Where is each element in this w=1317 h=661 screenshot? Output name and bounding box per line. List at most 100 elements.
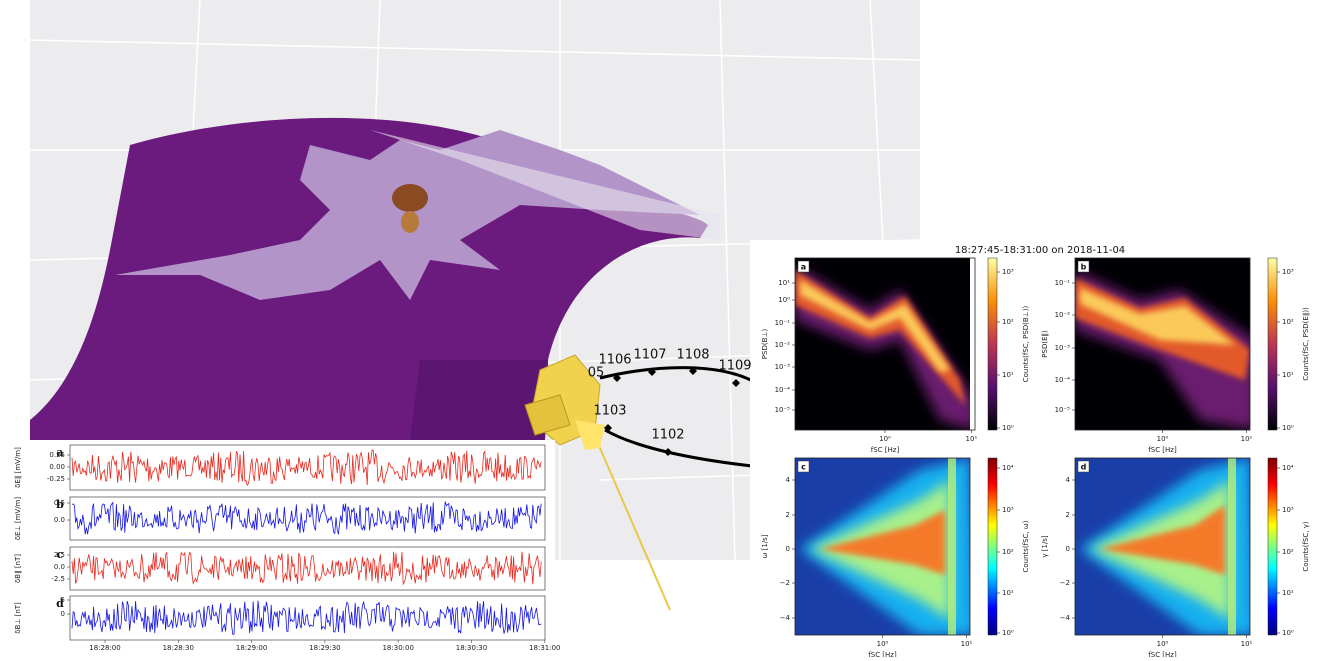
x-tick-label: 10⁰ bbox=[877, 640, 889, 648]
colorbar-tick-label: 10¹ bbox=[1282, 589, 1294, 597]
y-tick-label: 0 bbox=[1066, 545, 1070, 553]
orbit-label: 1107 bbox=[633, 348, 666, 363]
y-tick-label: −2 bbox=[1060, 579, 1070, 587]
y-tick-label: 10⁻⁴ bbox=[1055, 376, 1071, 384]
colorbar bbox=[1268, 458, 1277, 635]
y-tick-label: −2 bbox=[780, 579, 790, 587]
y-axis-label: δB∥ [nT] bbox=[14, 554, 22, 583]
y-tick-label: -0.25 bbox=[47, 475, 65, 483]
colorbar-tick-label: 10¹ bbox=[1002, 371, 1014, 379]
spectrogram-b bbox=[1075, 258, 1255, 430]
colorbar bbox=[1268, 258, 1277, 430]
y-tick-label: 0.00 bbox=[49, 463, 65, 471]
page: { "scene": { "orbit_labels": ["05", "110… bbox=[0, 0, 1317, 657]
panel-label: b bbox=[1081, 263, 1087, 272]
planet bbox=[392, 184, 428, 212]
colorbar-label: Counts(fSC, ω) bbox=[1022, 520, 1030, 572]
colorbar-tick-label: 10¹ bbox=[1002, 589, 1014, 597]
colorbar-tick-label: 10² bbox=[1002, 548, 1014, 556]
x-tick-label: 10¹ bbox=[961, 640, 973, 648]
y-axis-label: PSD(B⊥) bbox=[761, 329, 769, 360]
y-tick-label: 0 bbox=[61, 610, 65, 618]
orbit-label: 1108 bbox=[676, 348, 709, 363]
colorbar bbox=[988, 458, 997, 635]
y-tick-label: 2 bbox=[786, 511, 790, 519]
y-axis-label: ω [1/s] bbox=[761, 534, 769, 558]
colorbar-label: Counts(fSC, PSD(B⊥)) bbox=[1022, 305, 1030, 382]
y-tick-label: 0.0 bbox=[54, 516, 65, 524]
y-tick-label: 10⁻⁵ bbox=[1055, 406, 1071, 414]
spectrogram-d bbox=[1075, 458, 1255, 635]
orbit-label: 05 bbox=[588, 366, 605, 381]
colorbar-tick-label: 10⁴ bbox=[1282, 464, 1294, 472]
y-tick-label: 10⁻³ bbox=[1055, 344, 1071, 352]
y-axis-label: PSD(E∥) bbox=[1041, 330, 1049, 358]
y-tick-label: 10⁻⁴ bbox=[775, 386, 791, 394]
y-tick-label: 2 bbox=[1066, 511, 1070, 519]
colorbar-tick-label: 10⁰ bbox=[1282, 424, 1294, 432]
colorbar-tick-label: 10² bbox=[1282, 548, 1294, 556]
colorbar-tick-label: 10⁴ bbox=[1002, 464, 1014, 472]
colorbar-label: Counts(fSC, PSD(E∥)) bbox=[1302, 307, 1310, 381]
x-axis-label: fSC [Hz] bbox=[1148, 651, 1177, 657]
panel-label: d bbox=[1081, 463, 1087, 472]
orbit-label: 1103 bbox=[593, 404, 626, 419]
x-tick-label: 18:28:30 bbox=[163, 644, 194, 652]
y-tick-label: 0.25 bbox=[49, 451, 65, 459]
orbit-label: 1106 bbox=[598, 353, 631, 368]
x-axis-label: fSC [Hz] bbox=[868, 651, 897, 657]
spectra-title: 18:27:45-18:31:00 on 2018-11-04 bbox=[955, 245, 1125, 256]
orbit-label: 1109 bbox=[718, 359, 751, 374]
colorbar-tick-label: 10³ bbox=[1002, 506, 1014, 514]
y-tick-label: 10⁻² bbox=[775, 341, 791, 349]
x-tick-label: 10¹ bbox=[1241, 435, 1253, 443]
y-tick-label: 10⁻² bbox=[1055, 311, 1071, 319]
x-tick-label: 18:30:00 bbox=[382, 644, 413, 652]
planet-lower bbox=[401, 211, 419, 233]
y-axis-label: δE∥ [mV/m] bbox=[14, 447, 22, 488]
colorbar-tick-label: 10³ bbox=[1282, 506, 1294, 514]
colorbar bbox=[988, 258, 997, 430]
y-axis-label: δB⊥ [nT] bbox=[14, 602, 22, 634]
y-tick-label: 4 bbox=[786, 476, 791, 484]
colorbar-tick-label: 10¹ bbox=[1282, 371, 1294, 379]
panel-label: a bbox=[801, 263, 806, 272]
x-axis-label: fSC [Hz] bbox=[1148, 446, 1177, 454]
y-tick-label: 10⁻¹ bbox=[775, 319, 791, 327]
spectrogram-c bbox=[795, 458, 975, 635]
y-tick-label: 10⁰ bbox=[778, 296, 790, 304]
orbit-label: 1102 bbox=[651, 428, 684, 443]
x-tick-label: 18:31:00 bbox=[529, 644, 560, 652]
x-tick-label: 18:29:00 bbox=[236, 644, 267, 652]
figure: 18:27:45-18:31:00 on 2018-11-04 05110611… bbox=[0, 0, 1317, 657]
panel-label: c bbox=[801, 463, 806, 472]
y-axis-label: γ [1/s] bbox=[1041, 535, 1049, 558]
colorbar-tick-label: 10⁰ bbox=[1282, 629, 1294, 637]
colorbar-tick-label: 10⁰ bbox=[1002, 424, 1014, 432]
y-tick-label: 10⁻³ bbox=[775, 363, 791, 371]
x-tick-label: 10¹ bbox=[966, 435, 978, 443]
y-tick-label: 5 bbox=[61, 596, 65, 604]
y-tick-label: 0.5 bbox=[54, 499, 65, 507]
colorbar-tick-label: 10³ bbox=[1282, 268, 1294, 276]
surface-shade bbox=[410, 360, 548, 440]
y-tick-label: 0 bbox=[786, 545, 790, 553]
y-tick-label: 2.5 bbox=[54, 551, 65, 559]
y-tick-label: 4 bbox=[1066, 476, 1071, 484]
colorbar-tick-label: 10⁰ bbox=[1002, 629, 1014, 637]
colorbar-label: Counts(fSC, γ) bbox=[1302, 521, 1310, 572]
spectrogram-a bbox=[795, 258, 975, 430]
x-tick-label: 18:30:30 bbox=[456, 644, 487, 652]
x-tick-label: 10¹ bbox=[1241, 640, 1253, 648]
colorbar-tick-label: 10² bbox=[1002, 318, 1014, 326]
colorbar-tick-label: 10³ bbox=[1002, 268, 1014, 276]
plot-frame bbox=[70, 445, 545, 490]
x-tick-label: 10⁰ bbox=[879, 435, 891, 443]
y-axis-label: δE⊥ [mV/m] bbox=[14, 497, 22, 541]
x-tick-label: 10⁰ bbox=[1157, 640, 1169, 648]
y-tick-label: 10⁻⁵ bbox=[775, 406, 791, 414]
y-tick-label: −4 bbox=[1060, 614, 1071, 622]
x-axis-label: fSC [Hz] bbox=[871, 446, 900, 454]
colorbar-tick-label: 10² bbox=[1282, 318, 1294, 326]
y-tick-label: 10⁻¹ bbox=[1055, 279, 1071, 287]
